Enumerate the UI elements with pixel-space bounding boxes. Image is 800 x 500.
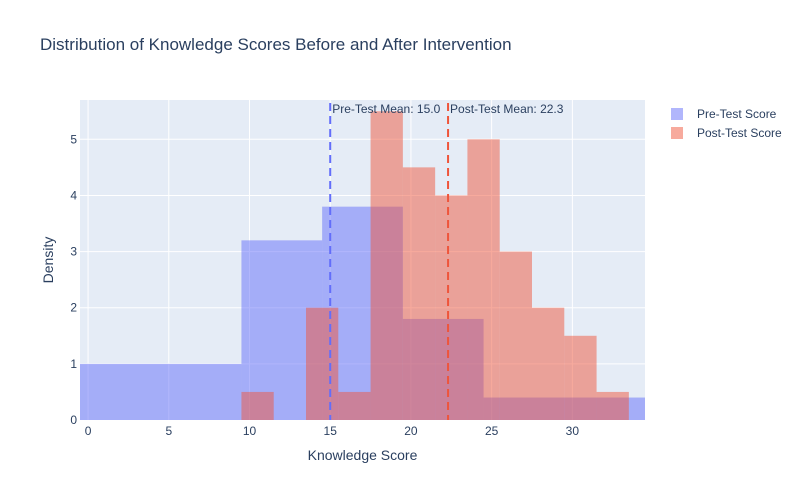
y-tick-label: 2: [70, 301, 77, 315]
x-axis-ticks: 0 5 10 15 20 25 30: [85, 424, 580, 438]
histogram-bar[interactable]: [338, 391, 371, 420]
x-tick-label: 30: [566, 424, 580, 438]
histogram-bar[interactable]: [467, 139, 500, 420]
legend-item[interactable]: Post-Test Score: [671, 126, 782, 140]
legend-label: Post-Test Score: [697, 126, 782, 140]
y-tick-label: 4: [70, 188, 77, 202]
histogram-bar[interactable]: [435, 195, 468, 420]
histogram-bar[interactable]: [628, 397, 645, 420]
histogram-bars: [80, 111, 645, 420]
x-tick-label: 25: [485, 424, 499, 438]
histogram-bar[interactable]: [532, 307, 565, 420]
histogram-bar[interactable]: [499, 251, 532, 420]
chart-title: Distribution of Knowledge Scores Before …: [40, 35, 512, 54]
legend-label: Pre-Test Score: [697, 107, 777, 121]
histogram-bar[interactable]: [564, 335, 597, 420]
y-axis-title: Density: [40, 237, 56, 284]
series-post-test: [241, 111, 629, 420]
legend-swatch: [671, 108, 683, 120]
histogram-bar[interactable]: [370, 111, 403, 420]
legend[interactable]: Pre-Test Score Post-Test Score: [671, 107, 782, 140]
y-tick-label: 1: [70, 357, 77, 371]
histogram-bar[interactable]: [241, 391, 274, 420]
histogram-bar[interactable]: [80, 363, 242, 420]
histogram-bar[interactable]: [306, 307, 339, 420]
histogram-bar[interactable]: [402, 167, 436, 420]
legend-item[interactable]: Pre-Test Score: [671, 107, 777, 121]
histogram-bar[interactable]: [596, 391, 629, 420]
x-tick-label: 15: [324, 424, 338, 438]
y-tick-label: 5: [70, 132, 77, 146]
x-tick-label: 20: [404, 424, 418, 438]
x-tick-label: 10: [243, 424, 257, 438]
mean-annotation: Pre-Test Mean: 15.0: [332, 102, 440, 116]
x-tick-label: 0: [85, 424, 92, 438]
y-tick-label: 3: [70, 245, 77, 259]
y-tick-label: 0: [70, 413, 77, 427]
y-axis-ticks: 0 1 2 3 4 5: [70, 132, 77, 427]
x-tick-label: 5: [165, 424, 172, 438]
mean-annotation: Post-Test Mean: 22.3: [450, 102, 564, 116]
x-axis-title: Knowledge Score: [308, 447, 418, 463]
mean-lines: Pre-Test Mean: 15.0 Post-Test Mean: 22.3: [329, 102, 564, 420]
legend-swatch: [671, 127, 683, 139]
